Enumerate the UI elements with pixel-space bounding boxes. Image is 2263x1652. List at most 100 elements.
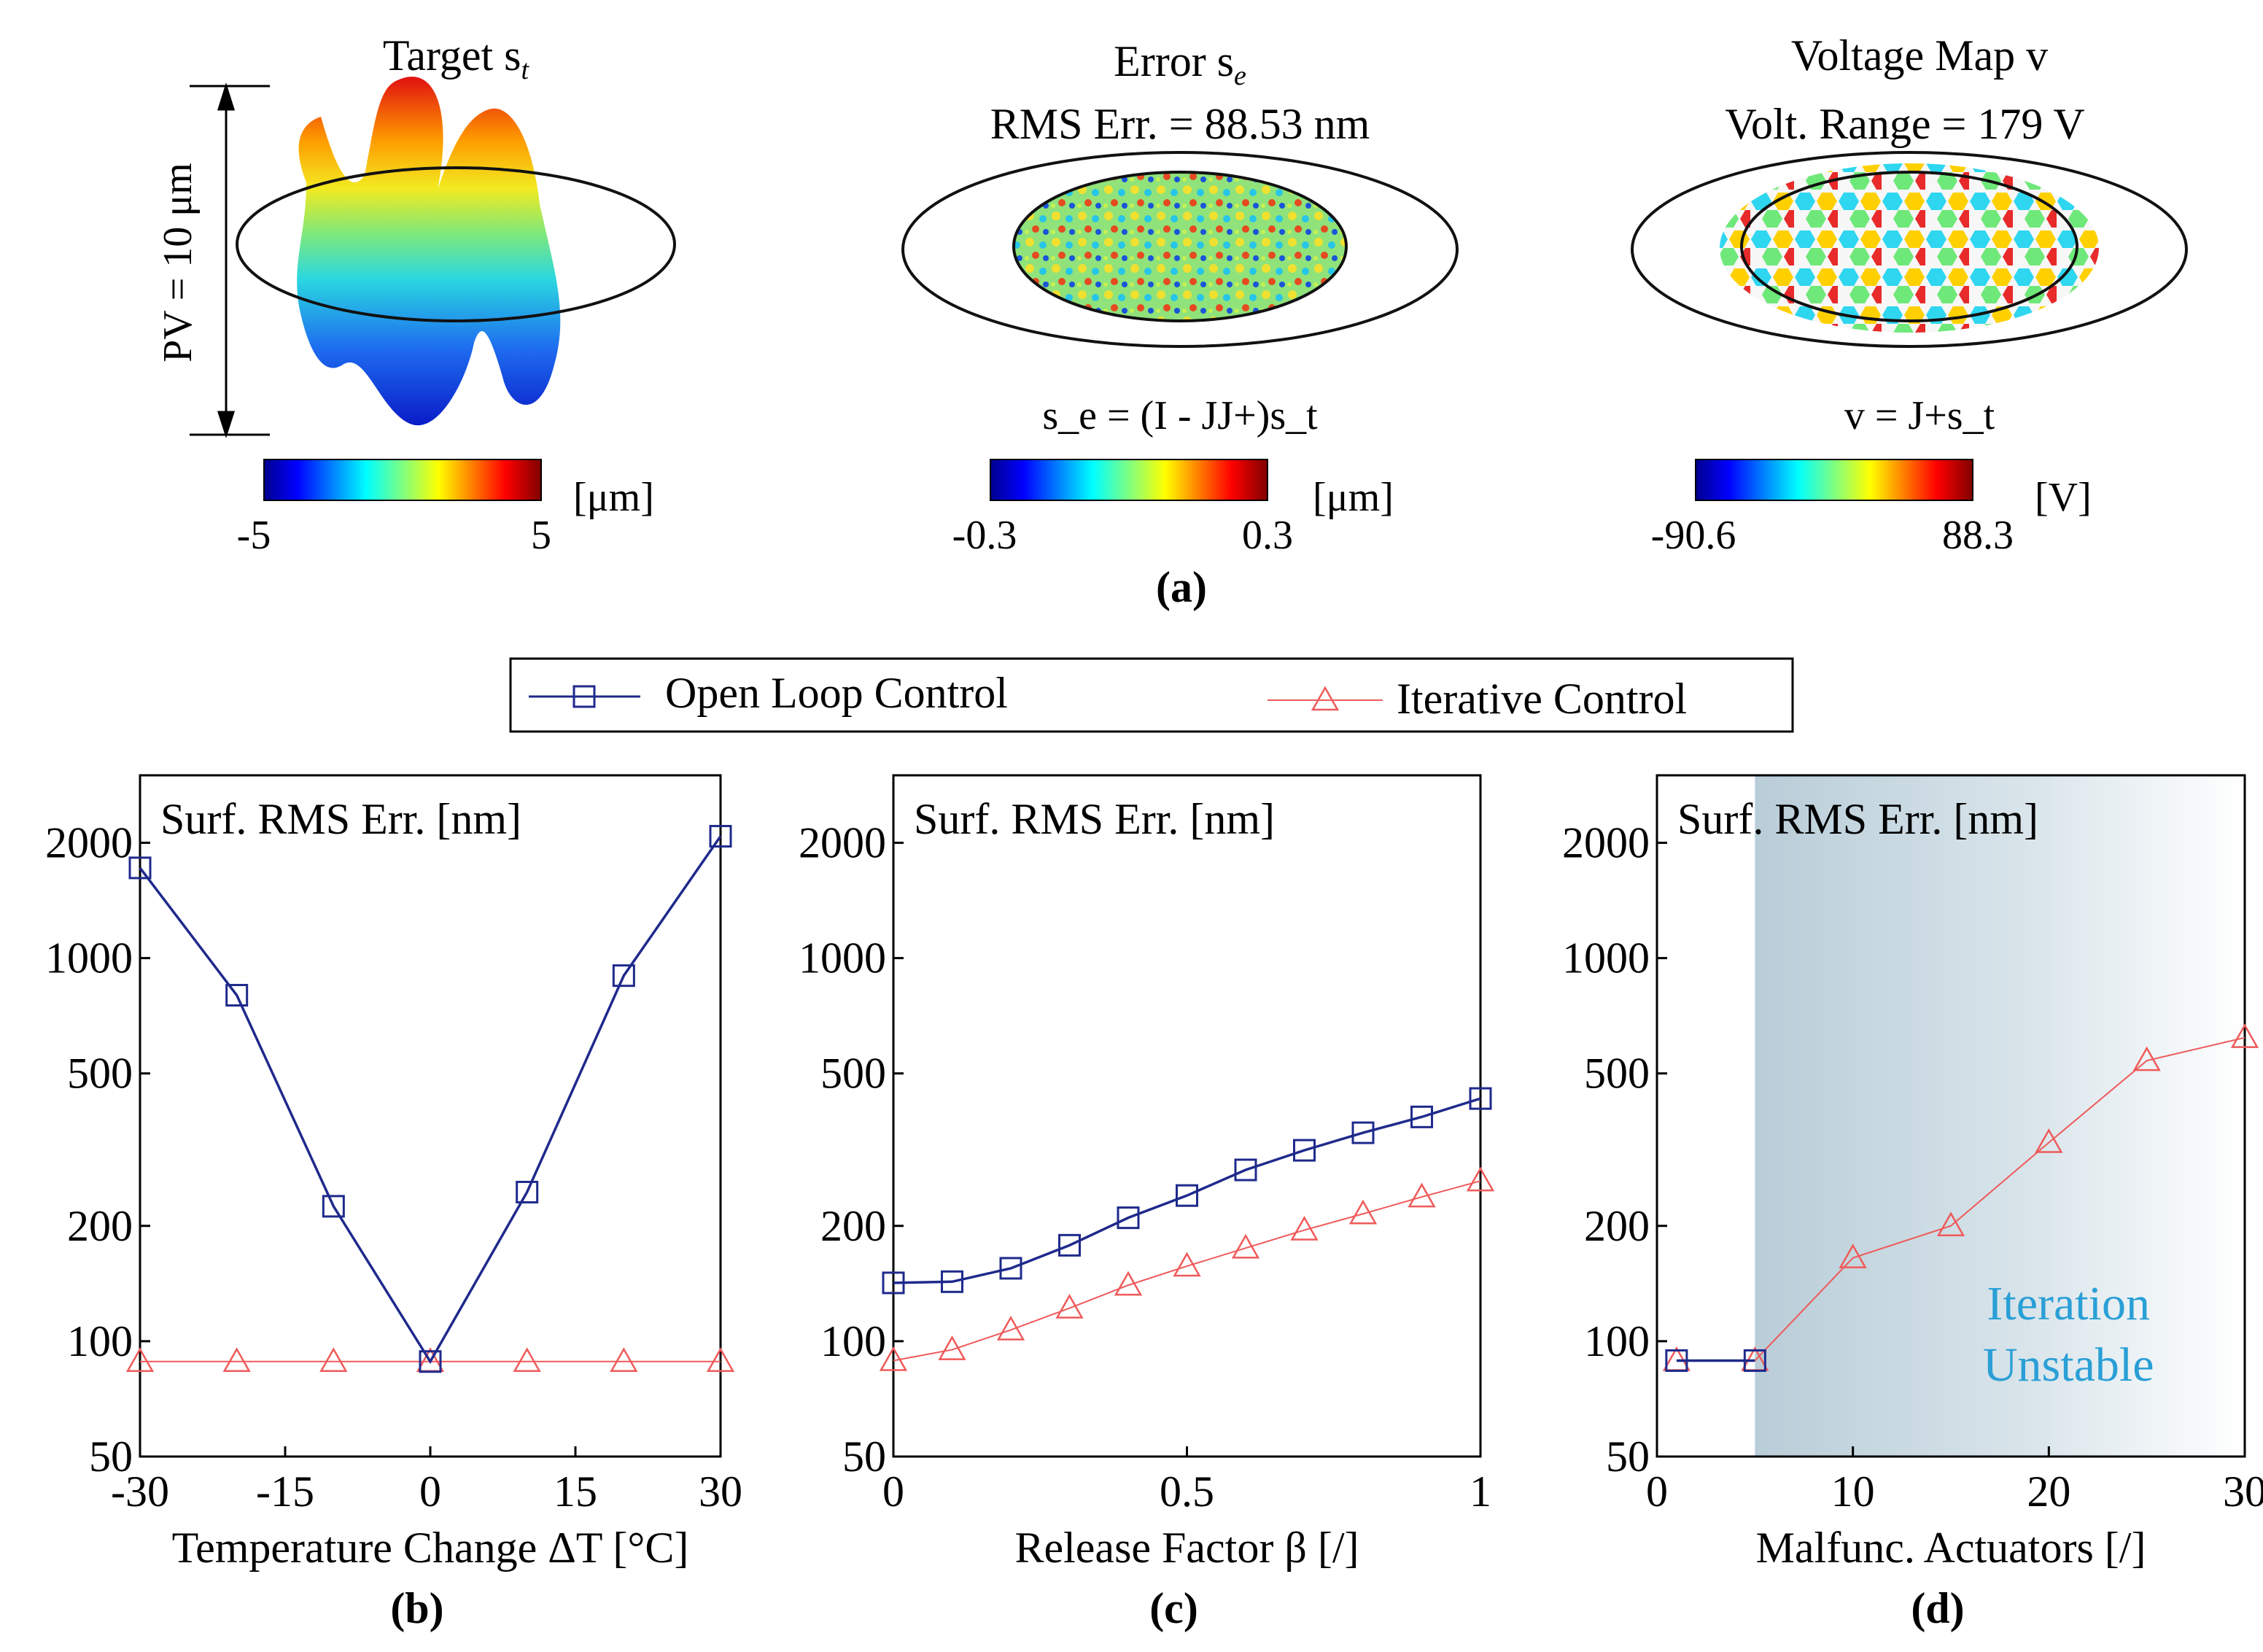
iterative-point <box>1348 1199 1378 1225</box>
open-loop-point <box>1176 1184 1198 1207</box>
legend-iterative-label: Iterative Control <box>1397 675 1687 723</box>
open-loop-point <box>128 856 152 880</box>
error-outer-ring <box>901 151 1459 348</box>
iterative-point <box>1466 1166 1495 1192</box>
error-title: Error se <box>1114 37 1246 91</box>
x-tick-label: 0.5 <box>1160 1467 1214 1516</box>
panel-label: (d) <box>1911 1584 1964 1632</box>
iterative-point <box>1839 1244 1867 1268</box>
y-tick-label: 2000 <box>799 818 886 866</box>
iterative-point <box>996 1315 1025 1341</box>
y-tick-label: 200 <box>820 1202 886 1250</box>
chart-title: Surf. RMS Err. [nm] <box>160 795 521 843</box>
open-loop-line <box>893 1097 1481 1284</box>
target-colorbar <box>263 459 542 501</box>
iterative-point <box>1290 1215 1319 1241</box>
x-tick-label: 10 <box>1831 1467 1875 1516</box>
iterative-point <box>938 1335 966 1360</box>
voltage-colorbar-unit: [V] <box>2035 475 2092 520</box>
target-colorbar-max: 5 <box>531 513 551 558</box>
x-tick-label: 30 <box>2223 1467 2263 1516</box>
iterative-point <box>2132 1046 2161 1071</box>
iterative-point <box>2230 1023 2259 1048</box>
x-tick-label: 0 <box>1646 1467 1668 1516</box>
target-surface <box>297 77 561 426</box>
iterative-point <box>1114 1271 1143 1296</box>
open-loop-point <box>999 1257 1022 1280</box>
y-tick-label: 50 <box>89 1432 133 1481</box>
y-tick-label: 100 <box>1584 1317 1650 1365</box>
x-tick-label: 1 <box>1470 1467 1491 1516</box>
iterative-point <box>1231 1233 1260 1259</box>
x-tick-label: 0 <box>882 1467 904 1516</box>
error-colorbar <box>990 459 1268 501</box>
voltage-colorbar-max: 88.3 <box>1942 513 2014 558</box>
open-loop-line <box>139 835 722 1365</box>
x-tick-label: -15 <box>256 1467 314 1516</box>
iterative-line <box>893 1180 1481 1362</box>
error-formula: s_e = (I - JJ+)s_t <box>1042 393 1318 438</box>
voltage-inner-ring <box>1740 171 2078 322</box>
error-colorbar-unit: [μm] <box>1313 475 1394 520</box>
iterative-point <box>125 1347 155 1372</box>
plot-frame <box>1655 774 2246 1458</box>
x-tick-label: 0 <box>419 1467 441 1516</box>
error-colorbar-max: 0.3 <box>1242 513 1293 558</box>
open-loop-point <box>1469 1087 1492 1110</box>
open-loop-point <box>1410 1105 1433 1128</box>
iterative-point <box>1055 1293 1084 1319</box>
plot-area <box>140 775 721 1457</box>
error-map <box>1012 171 1348 322</box>
x-axis-label: Release Factor β [/] <box>1014 1524 1359 1572</box>
iterative-point <box>1936 1211 1965 1237</box>
y-tick-label: 100 <box>67 1317 133 1365</box>
open-loop-point <box>612 964 635 988</box>
iterative-point <box>513 1347 541 1372</box>
pv-label: PV = 10 μm <box>155 163 201 362</box>
panel-a-voltage: Voltage Map v Volt. Range = 179 V v = J+… <box>1631 31 2188 558</box>
iterative-point <box>222 1347 251 1372</box>
y-tick-label: 500 <box>820 1050 886 1098</box>
voltage-outer-ring <box>1631 151 2188 348</box>
error-rms-text: RMS Err. = 88.53 nm <box>990 100 1370 148</box>
open-loop-point <box>1665 1349 1688 1372</box>
voltage-title: Voltage Map v <box>1791 31 2048 80</box>
voltage-colorbar <box>1695 459 1973 501</box>
y-tick-label: 100 <box>820 1317 886 1365</box>
legend-box <box>509 657 1794 733</box>
unstable-annotation: Iteration <box>1987 1277 2150 1330</box>
voltage-colorbar-min: -90.6 <box>1651 513 1736 558</box>
chart-panel-b: 50 100 200 500 1000 2000 -30 -15 0 15 30 Surf. RMS … <box>45 774 742 1632</box>
panel-a-target: Target st PV = 10 μm -5 5 [μm] <box>155 31 676 558</box>
open-loop-point <box>1743 1349 1766 1372</box>
open-loop-point <box>322 1195 345 1218</box>
x-tick-label: -30 <box>111 1467 169 1516</box>
open-loop-point <box>709 825 732 848</box>
y-tick-label: 1000 <box>45 934 133 982</box>
iterative-point <box>1408 1182 1436 1208</box>
panel-label: (b) <box>390 1584 443 1632</box>
iterative-point <box>706 1347 735 1372</box>
iterative-point <box>610 1347 638 1372</box>
iterative-point <box>2035 1128 2063 1153</box>
y-tick-label: 50 <box>842 1432 886 1481</box>
legend: Open Loop Control Iterative Control <box>509 657 1794 733</box>
x-tick-label: 30 <box>699 1467 742 1516</box>
y-tick-label: 1000 <box>1562 934 1650 982</box>
open-loop-point <box>419 1350 442 1373</box>
x-tick-label: 15 <box>554 1467 597 1516</box>
legend-iterative-marker <box>1311 686 1340 711</box>
open-loop-point <box>882 1271 905 1295</box>
x-tick-label: 20 <box>2027 1467 2070 1516</box>
chart-title: Surf. RMS Err. [nm] <box>1677 795 2038 843</box>
open-loop-point <box>941 1270 963 1293</box>
unstable-shaded-region <box>1755 775 2245 1457</box>
pv-dimension <box>190 82 270 438</box>
target-aperture-ring <box>236 166 676 322</box>
panel-a-label: (a) <box>1156 563 1207 611</box>
iterative-point <box>1173 1252 1201 1277</box>
y-tick-label: 2000 <box>1562 818 1650 866</box>
target-title: Target st <box>383 31 530 85</box>
open-loop-point <box>1351 1121 1375 1144</box>
